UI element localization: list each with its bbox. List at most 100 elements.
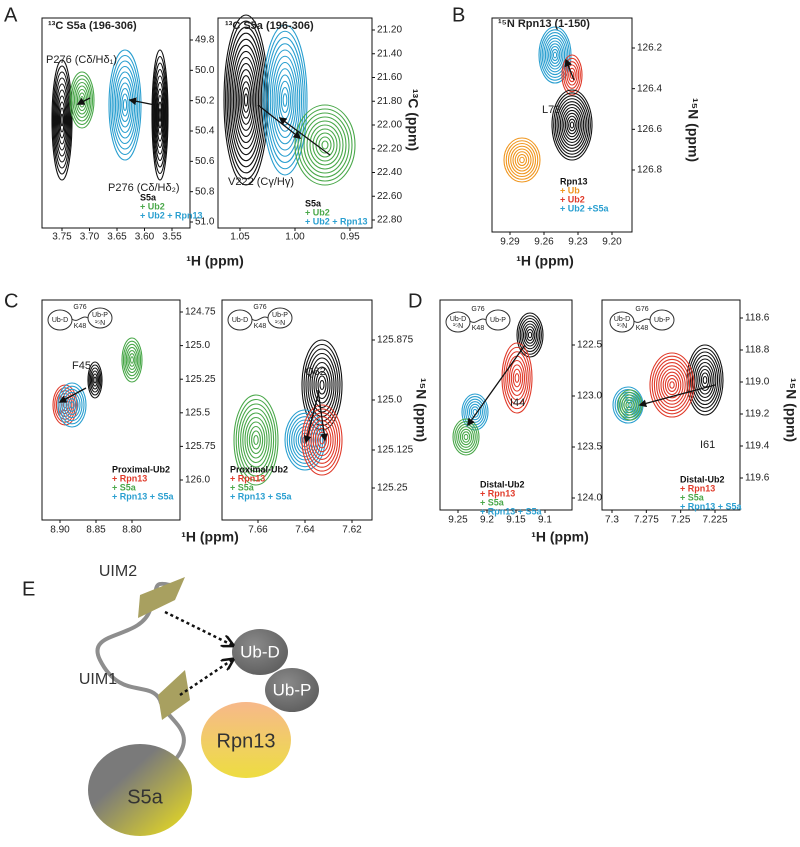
contour	[246, 421, 266, 459]
contour	[127, 350, 137, 370]
panel-letter: C	[4, 290, 18, 312]
contour	[618, 394, 638, 416]
contour	[271, 55, 299, 145]
contour	[656, 362, 688, 408]
inset-label: ¹⁵N	[275, 320, 285, 327]
contour	[564, 61, 580, 89]
contour	[301, 404, 343, 476]
contour	[669, 381, 675, 389]
panel-letter: A	[4, 4, 18, 26]
legend-entry: + Rpn13	[480, 488, 515, 498]
panel-letter: E	[22, 578, 35, 600]
contour	[267, 43, 303, 157]
inset-label: Ub-P	[272, 312, 288, 319]
contour	[266, 36, 304, 164]
x-tick-label: 7.25	[671, 515, 691, 526]
contour	[158, 107, 162, 123]
y-axis-label: ¹⁵N (ppm)	[685, 98, 701, 162]
y-tick-label: 119.0	[745, 377, 770, 388]
x-tick-label: 9.23	[568, 237, 588, 248]
contour	[87, 361, 103, 399]
contour	[503, 346, 531, 410]
contour	[78, 92, 86, 108]
x-tick-label: 9.20	[602, 237, 622, 248]
contour	[543, 34, 567, 76]
contour	[527, 331, 533, 339]
peak-label: V222 (Cγ/Hγ)	[228, 176, 294, 188]
y-tick-label: 119.2	[745, 409, 770, 420]
legend-entry: + Ub2 + Rpn13	[305, 216, 368, 226]
contour	[702, 375, 708, 385]
plot-frame	[41, 299, 181, 521]
contour	[313, 366, 331, 404]
contour	[564, 112, 580, 138]
diagram-label: S5a	[127, 786, 163, 808]
contour	[558, 101, 586, 149]
x-tick-label: 1.00	[285, 232, 305, 243]
panel-letter: D	[408, 290, 422, 312]
inset-label: Ub-D	[450, 316, 466, 323]
arrow	[564, 58, 575, 81]
contour	[92, 373, 98, 387]
x-tick-label: 9.26	[534, 237, 554, 248]
arrow	[303, 394, 319, 444]
x-tick-label: 7.275	[634, 515, 659, 526]
inset-label: Ub-P	[654, 317, 670, 324]
y-tick-label: 21.80	[377, 96, 402, 107]
contour	[54, 77, 70, 163]
contour	[625, 399, 635, 411]
contour	[69, 401, 75, 409]
contour	[697, 365, 713, 395]
contour	[540, 29, 570, 81]
contour	[519, 156, 525, 164]
legend-entry: + Rpn13	[230, 473, 265, 483]
contour	[311, 361, 333, 409]
contour	[551, 48, 559, 62]
contour	[461, 431, 471, 443]
contour	[649, 352, 695, 418]
contour	[153, 68, 167, 162]
contour	[561, 106, 583, 144]
contour	[303, 116, 347, 174]
x-tick-label: 9.29	[500, 237, 520, 248]
y-tick-label: 50.2	[195, 95, 215, 106]
contour	[507, 142, 537, 178]
y-tick-label: 126.2	[637, 43, 662, 54]
contour	[51, 59, 73, 181]
x-axis-label: ¹H (ppm)	[516, 253, 574, 269]
y-tick-label: 125.75	[185, 441, 216, 452]
legend-entry: + Ub2	[560, 194, 585, 204]
inset-link	[633, 318, 651, 323]
x-axis-label: ¹H (ppm)	[531, 529, 589, 545]
contour	[569, 71, 575, 79]
contour	[554, 95, 590, 155]
legend-entry: + Rpn13 + S5a	[230, 491, 293, 501]
contour	[157, 101, 163, 129]
contour	[456, 423, 476, 451]
contour	[253, 434, 259, 446]
contour	[627, 401, 633, 409]
ubp-shape	[265, 668, 319, 712]
contour	[242, 412, 270, 468]
x-tick-label: 7.62	[342, 525, 362, 536]
contour	[154, 75, 166, 155]
contour	[59, 107, 65, 133]
contour	[295, 426, 315, 454]
y-tick-label: 125.0	[377, 395, 402, 406]
y-tick-label: 22.60	[377, 191, 402, 202]
peak-label: L73	[542, 104, 560, 116]
contour	[690, 351, 720, 409]
y-tick-label: 123.5	[577, 442, 602, 453]
inset-label: ¹⁵N	[453, 323, 463, 330]
diagram-label: UIM2	[99, 563, 137, 580]
contour	[524, 326, 536, 344]
legend-entry: + Rpn13	[112, 473, 147, 483]
y-tick-label: 123.0	[577, 391, 602, 402]
diagram-label: Ub-P	[273, 680, 312, 699]
contour	[503, 137, 541, 183]
contour	[124, 343, 140, 377]
legend-entry: + Rpn13	[680, 483, 715, 493]
contour	[240, 81, 252, 119]
y-tick-label: 22.20	[377, 143, 402, 154]
contour	[264, 30, 306, 170]
